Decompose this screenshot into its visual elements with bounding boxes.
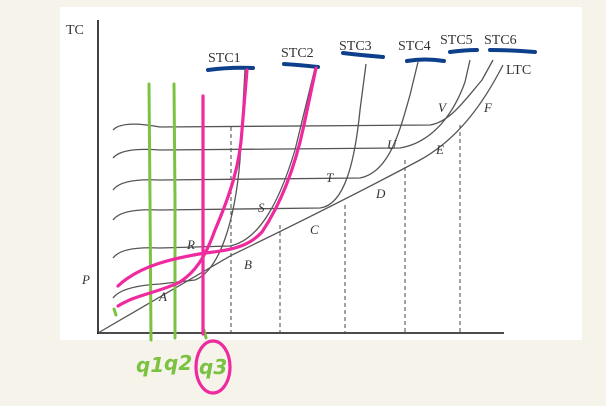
ltc-curve	[97, 64, 504, 334]
point-e: E	[435, 142, 444, 157]
dashed-guides	[230, 125, 461, 333]
point-u: U	[387, 137, 398, 152]
stc3-label: STC3	[339, 39, 372, 54]
q3-circle	[194, 339, 232, 395]
stc2-label: STC2	[281, 46, 314, 61]
point-s: S	[258, 200, 265, 215]
stc1-label: STC1	[208, 51, 241, 66]
stc5-curve	[112, 59, 471, 159]
point-t: T	[326, 170, 334, 185]
stc3-curve	[112, 63, 367, 221]
point-b: B	[244, 257, 252, 272]
q2-label: q2	[164, 351, 192, 375]
q3-label: q3	[199, 355, 227, 379]
point-f: F	[483, 100, 493, 115]
point-r: R	[186, 237, 195, 252]
stc3-underline	[341, 51, 385, 59]
stc4-label: STC4	[398, 39, 431, 54]
stc2-underline	[282, 62, 320, 69]
origin-mark	[112, 307, 118, 317]
point-a: A	[158, 289, 167, 304]
y-axis-label: TC	[66, 23, 84, 38]
stc1-underline	[206, 65, 255, 72]
stc6-label: STC6	[484, 33, 517, 48]
point-d: D	[375, 186, 386, 201]
q1-label: q1	[136, 353, 164, 377]
q2-vertical-line	[172, 82, 177, 340]
stc2-curve	[112, 67, 316, 259]
ltc-label: LTC	[506, 63, 531, 78]
stc1-curve	[112, 69, 246, 299]
stc6-underline	[488, 48, 537, 54]
stc6-curve	[112, 59, 494, 131]
stc2-highlight	[116, 66, 318, 288]
point-p: P	[81, 272, 90, 287]
point-v: V	[438, 100, 448, 115]
stc5-label: STC5	[440, 33, 473, 48]
stc4-curve	[112, 61, 419, 191]
q1-vertical-line	[147, 82, 153, 342]
stc5-underline	[448, 48, 479, 54]
point-c: C	[310, 222, 319, 237]
stc4-underline	[405, 57, 446, 63]
